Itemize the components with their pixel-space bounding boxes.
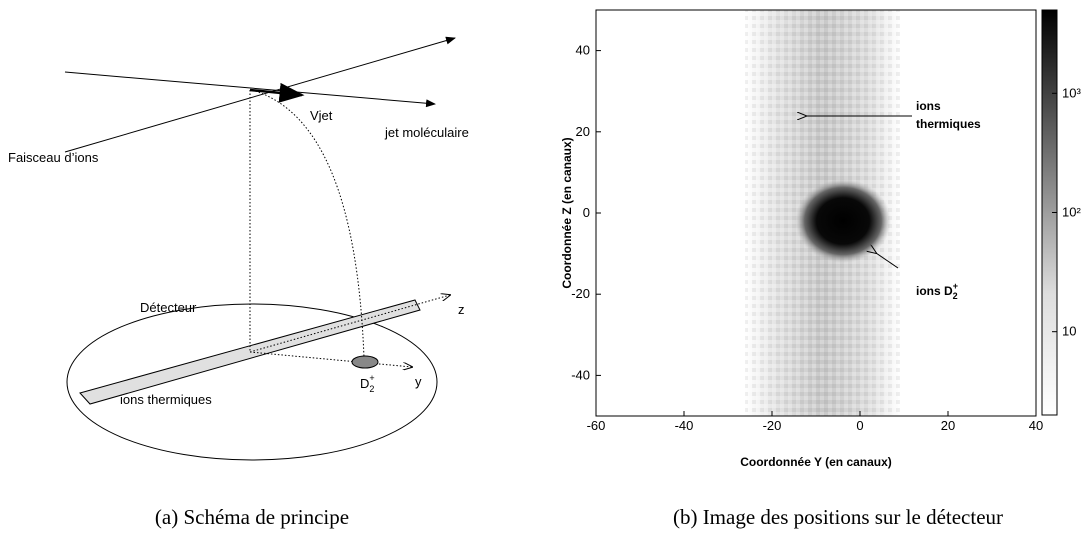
ion-spot — [351, 355, 379, 369]
sup: + — [369, 373, 374, 383]
y-axis-label: Coordonnée Z (en canaux) — [560, 137, 574, 288]
y-tick-label: -20 — [571, 286, 590, 301]
x-tick-label: 0 — [856, 418, 863, 433]
x-tick-label: -20 — [763, 418, 782, 433]
label: z — [458, 302, 465, 317]
label: Détecteur — [140, 300, 197, 315]
label: D2+ — [360, 373, 375, 394]
annotation-arrow — [876, 253, 899, 269]
x-tick-label: -40 — [675, 418, 694, 433]
colorbar-tick-label: 10³ — [1062, 85, 1081, 100]
x-tick-label: 40 — [1029, 418, 1043, 433]
y-axis — [249, 351, 412, 367]
colorbar-tick-label: 10² — [1062, 205, 1081, 220]
annotation: ions — [916, 99, 941, 113]
colorbar-tick-label: 10 — [1062, 324, 1076, 339]
heatmap: ions thermiques ions D2+ Coordonnée Y (e… — [560, 9, 1058, 469]
label: jet moléculaire — [384, 125, 469, 140]
annotation: ions D2+ — [916, 281, 958, 301]
diagram-labels: Faisceau d’ions Vjet jet moléculaire Dét… — [8, 108, 469, 407]
t: ions D — [916, 284, 953, 298]
y-tick-label: 0 — [583, 205, 590, 220]
label: y — [415, 374, 422, 389]
t: D — [360, 376, 369, 391]
sub: 2 — [369, 384, 374, 394]
label: Faisceau d’ions — [8, 150, 99, 165]
diagram — [64, 36, 456, 461]
y-tick-label: 20 — [576, 124, 590, 139]
x-tick-label: -60 — [587, 418, 606, 433]
label: ions thermiques — [120, 392, 212, 407]
trajectory — [251, 89, 365, 359]
detector-ellipse — [66, 303, 438, 461]
label: Vjet — [310, 108, 333, 123]
y-tick-label: -40 — [571, 367, 590, 382]
sup: + — [953, 281, 958, 291]
x-tick-label: 20 — [941, 418, 955, 433]
molecular-jet — [64, 71, 436, 108]
y-tick-label: 40 — [576, 43, 590, 58]
caption: (b) Image des positions sur le détecteur — [673, 505, 1003, 529]
ion-spot — [795, 179, 891, 263]
x-axis-label: Coordonnée Y (en canaux) — [740, 455, 892, 469]
vjet-arrow — [249, 82, 305, 103]
caption: (a) Schéma de principe — [155, 505, 349, 529]
ion-beam — [64, 36, 456, 153]
annotation: thermiques — [916, 117, 981, 131]
sub: 2 — [953, 291, 958, 301]
